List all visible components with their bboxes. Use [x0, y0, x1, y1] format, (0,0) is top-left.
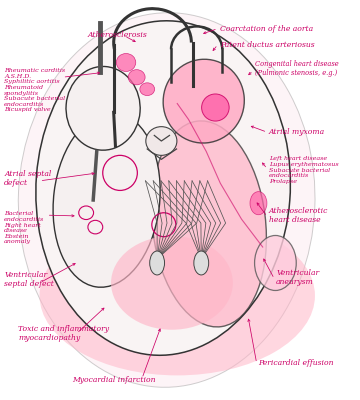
Text: Coarctation of the aorta: Coarctation of the aorta [220, 24, 313, 32]
Ellipse shape [152, 121, 266, 327]
Ellipse shape [194, 251, 209, 275]
Ellipse shape [116, 54, 136, 72]
Text: Pericardial effusion: Pericardial effusion [258, 360, 334, 368]
Text: Rheumatic carditis
A.S.H.D.
Syphilitic aortitis
Rheumatoid
spondylitis
Subacute : Rheumatic carditis A.S.H.D. Syphilitic a… [4, 68, 66, 112]
Ellipse shape [36, 21, 291, 355]
Ellipse shape [163, 59, 244, 143]
Text: Ventricular
aneurysm: Ventricular aneurysm [276, 269, 319, 286]
Text: Atrial myxoma: Atrial myxoma [269, 128, 325, 136]
Ellipse shape [255, 236, 296, 290]
Ellipse shape [128, 70, 145, 85]
Text: Bacterial
endocarditis
Right heart
disease
Ebstein
anomaly: Bacterial endocarditis Right heart disea… [4, 212, 45, 244]
Text: Ventricular
septal defect: Ventricular septal defect [4, 271, 54, 288]
Text: Atherosclerosis: Atherosclerosis [87, 30, 147, 38]
Text: Atrial septal
defect: Atrial septal defect [4, 170, 51, 186]
Ellipse shape [66, 66, 140, 150]
Ellipse shape [150, 251, 165, 275]
Text: Congenital heart disease
(Pulmonic stenosis, e.g.): Congenital heart disease (Pulmonic steno… [255, 60, 338, 77]
Ellipse shape [53, 113, 160, 287]
Ellipse shape [18, 13, 315, 387]
Ellipse shape [111, 236, 233, 330]
Ellipse shape [40, 216, 315, 375]
Text: Left heart disease
Lupus erythematosus
Subacute bacterial
endocarditis
Prolapse: Left heart disease Lupus erythematosus S… [269, 156, 339, 184]
Text: Toxic and inflammatory
myocardiopathy: Toxic and inflammatory myocardiopathy [18, 325, 109, 342]
Ellipse shape [146, 127, 177, 155]
Text: Patent ductus arteriosus: Patent ductus arteriosus [220, 40, 314, 48]
Ellipse shape [140, 83, 155, 96]
Text: Atherosclerotic
heart disease: Atherosclerotic heart disease [269, 208, 328, 224]
Ellipse shape [250, 192, 267, 215]
Ellipse shape [202, 94, 229, 121]
Text: Myocardial infarction: Myocardial infarction [72, 376, 156, 384]
